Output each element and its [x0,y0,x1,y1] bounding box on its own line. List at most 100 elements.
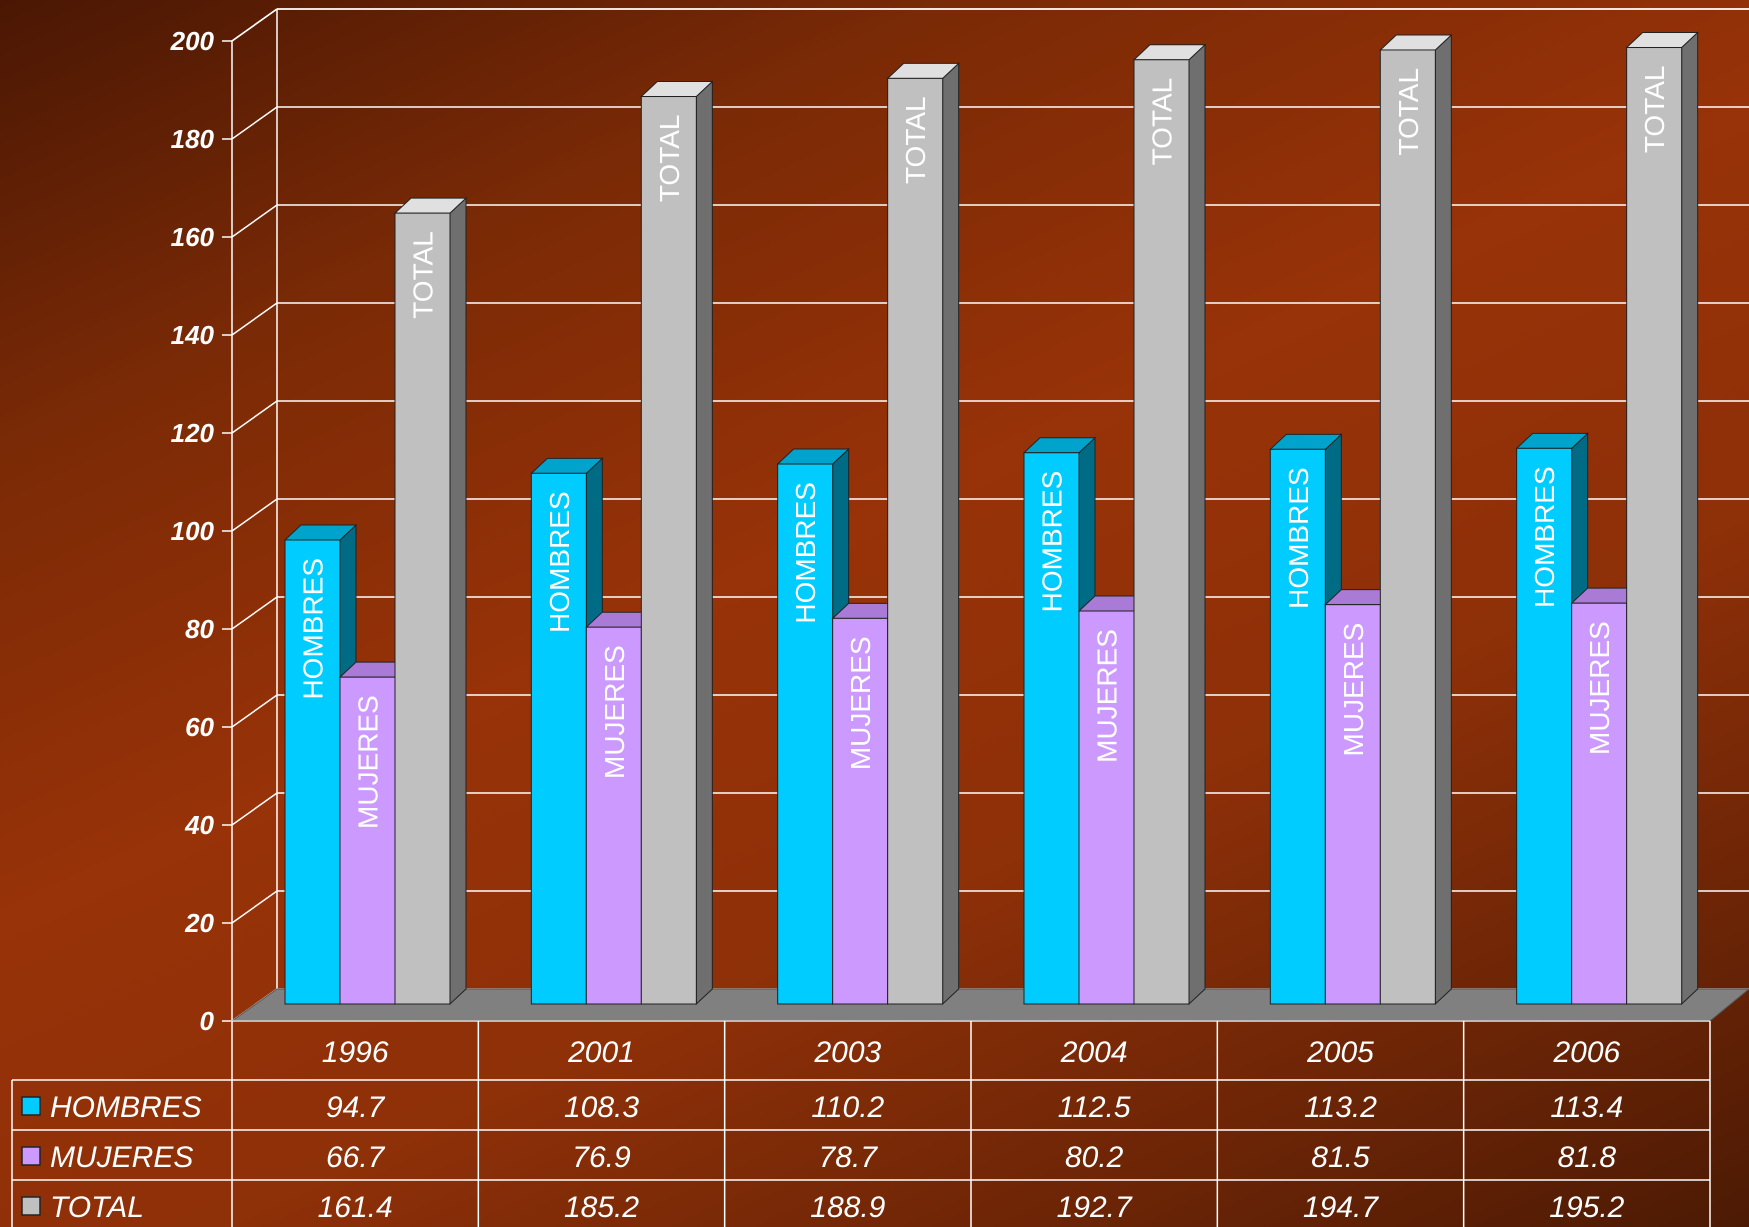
y-tick-label: 180 [171,124,215,154]
bar-label: MUJERES [1338,623,1369,757]
y-tick-label: 80 [185,614,214,644]
bar-front [284,539,341,1005]
legend-swatch-total [21,1196,41,1216]
bar-label: TOTAL [1639,66,1670,154]
table-cell: 161.4 [318,1191,393,1224]
bar-hombres-1996: HOMBRES [283,523,358,1006]
bar-label: HOMBRES [790,482,821,624]
table-category-label: 1996 [322,1036,389,1069]
bar-label: MUJERES [353,695,384,829]
bar-label: HOMBRES [544,491,575,633]
table-cell: 78.7 [819,1141,879,1174]
bar-total-2001: TOTAL [640,80,714,1006]
bar-label: MUJERES [599,645,630,779]
data-table: 1996 2001 2003 2004 2005 2006 HOMBRES 94.7 108.3… [11,1021,1711,1227]
bar-side [1681,31,1699,1006]
y-tick-label: 40 [184,810,214,840]
bar-front [585,626,642,1005]
gridline-side [231,596,278,630]
gridline-side [231,302,278,336]
bar-label: TOTAL [1393,68,1424,156]
bar-label: HOMBRES [1037,471,1068,613]
bar-front [1133,59,1190,1005]
bar-side [942,62,960,1006]
bar-front [1379,49,1436,1005]
bar-total-1996: TOTAL [393,196,468,1006]
bar-front [1078,610,1135,1005]
y-tick-label: 0 [200,1006,215,1036]
legend-swatch-mujeres [21,1146,41,1166]
bar-front [887,77,944,1005]
bar-total-2006: TOTAL [1625,31,1699,1006]
bar-mujeres-2006: MUJERES [1570,587,1644,1006]
y-tick-label: 160 [171,222,215,252]
bar-label: HOMBRES [298,558,329,700]
bar-total-2003: TOTAL [886,62,960,1006]
table-category-label: 2005 [1306,1036,1374,1069]
bar-front [777,463,834,1005]
table-cell: 110.2 [811,1091,884,1124]
gridline-side [231,8,278,42]
bar-front [1269,448,1326,1005]
bar-label: HOMBRES [1283,467,1314,609]
bar-label: TOTAL [900,96,931,184]
table-category-label: 2003 [813,1036,881,1069]
gridline-side [231,400,278,434]
table-cell: 195.2 [1549,1191,1624,1224]
y-tick-label: 140 [171,320,215,350]
bar-front [1626,47,1683,1005]
legend-label-mujeres: MUJERES [50,1141,193,1174]
table-category-label: 2004 [1060,1036,1128,1069]
bar-front [1516,447,1573,1005]
table-cell: 81.8 [1558,1141,1617,1174]
bar-side [449,196,467,1006]
legend-swatch-hombres [21,1096,41,1116]
bar-front [339,676,396,1005]
table-cell: 112.5 [1058,1091,1131,1124]
bar-label: MUJERES [1584,621,1615,755]
y-tick-label: 120 [171,418,215,448]
gridline-side [231,694,278,728]
bar-front [1324,604,1381,1005]
bar-side [1434,33,1452,1006]
legend-label-hombres: HOMBRES [50,1091,202,1124]
table-cell: 185.2 [564,1191,639,1224]
bar-front [640,96,697,1005]
table-cell: 66.7 [326,1141,386,1174]
y-axis-ticks: 0 20 40 60 80 100 120 140 160 180 200 [170,26,232,1036]
bars: HOMBRES MUJERES TOTAL HOMBRES MUJERES TOTAL HO… [283,31,1699,1006]
table-category-label: 2001 [567,1036,635,1069]
bar-front [1571,602,1628,1005]
y-tick-label: 100 [171,516,215,546]
table-cell: 81.5 [1311,1141,1370,1174]
bar-front [832,617,889,1005]
bar-front [530,472,587,1005]
bar-total-2005: TOTAL [1379,33,1453,1006]
table-cell: 113.4 [1550,1091,1623,1124]
y-tick-label: 60 [185,712,214,742]
bar-side [695,80,713,1006]
bar-label: HOMBRES [1529,466,1560,608]
table-category-label: 2006 [1552,1036,1620,1069]
table-cell: 94.7 [326,1091,386,1124]
bar-total-2004: TOTAL [1132,43,1207,1006]
table-cell: 192.7 [1057,1191,1133,1224]
y-tick-label: 20 [184,908,214,938]
table-cell: 113.2 [1304,1091,1377,1124]
y-tick-label: 200 [170,26,215,56]
bar-label: TOTAL [1147,78,1178,166]
gridline-side [231,106,278,140]
gridline-side [231,498,278,532]
table-cell: 76.9 [572,1141,631,1174]
bar-label: TOTAL [408,231,439,319]
bar-label: TOTAL [654,115,685,203]
bar-label: MUJERES [1092,629,1123,763]
gridline-side [231,890,278,924]
table-cell: 108.3 [564,1091,639,1124]
bar-label: MUJERES [845,636,876,770]
legend-label-total: TOTAL [50,1191,144,1224]
gridline-side [231,792,278,826]
bar-side [1188,43,1206,1006]
gridline-side [231,204,278,238]
